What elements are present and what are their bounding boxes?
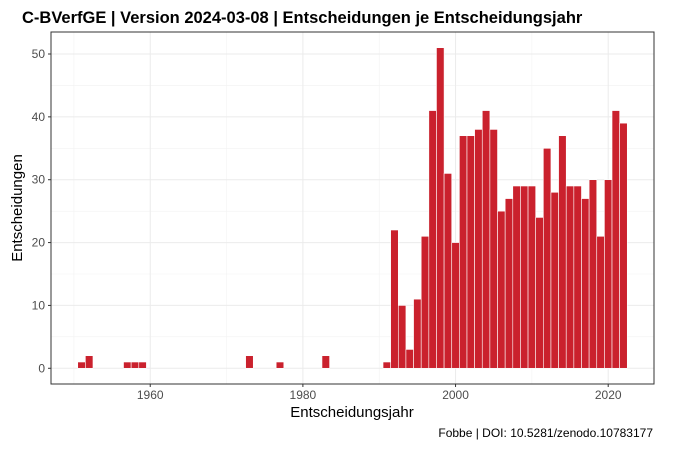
x-tick-label: 1960: [137, 388, 164, 402]
bar: [466, 135, 475, 369]
y-tick-label: 10: [32, 298, 46, 312]
plot-panel: [50, 31, 655, 385]
bar: [436, 47, 445, 369]
y-tick-label: 50: [32, 47, 46, 61]
bar: [481, 110, 491, 369]
bar: [604, 179, 613, 369]
x-tick-label: 2000: [442, 388, 469, 402]
bar: [428, 110, 437, 369]
y-axis-title: Entscheidungen: [9, 154, 26, 262]
bar: [405, 349, 414, 369]
bar: [77, 361, 86, 369]
bar: [596, 235, 605, 369]
bar: [535, 217, 544, 369]
bar: [474, 129, 483, 369]
bar: [459, 135, 468, 369]
bar: [588, 179, 598, 369]
bar: [504, 198, 514, 369]
bar: [85, 355, 94, 369]
bar: [130, 361, 140, 369]
bar: [443, 173, 453, 369]
bar: [138, 361, 147, 369]
bar: [382, 361, 391, 369]
y-tick-label: 30: [32, 173, 46, 187]
y-tick-label: 40: [32, 110, 46, 124]
bar: [543, 147, 552, 369]
grid: [51, 32, 654, 384]
bar: [489, 129, 498, 369]
chart-title: C-BVerfGE | Version 2024-03-08 | Entsche…: [22, 9, 583, 27]
bar: [512, 185, 521, 369]
bar: [397, 305, 407, 369]
bar: [321, 355, 330, 369]
chart-caption: Fobbe | DOI: 10.5281/zenodo.10783177: [438, 426, 653, 440]
bar: [420, 235, 430, 369]
x-axis-title: Entscheidungsjahr: [290, 404, 413, 421]
bar: [573, 185, 582, 369]
y-tick-label: 0: [38, 361, 45, 375]
bar: [581, 198, 590, 369]
bar: [390, 229, 399, 369]
bar: [275, 361, 285, 369]
y-tick-label: 20: [32, 236, 46, 250]
bar: [527, 185, 536, 369]
x-tick-label: 2020: [595, 388, 622, 402]
bar: [611, 110, 620, 369]
bar: [245, 355, 254, 369]
bar: [565, 185, 575, 369]
bar: [558, 135, 567, 369]
bars: [77, 47, 628, 369]
bar: [520, 185, 529, 369]
bar: [619, 122, 628, 369]
bar: [413, 298, 422, 369]
bar: [550, 191, 559, 369]
bar: [451, 242, 460, 369]
axis-ticks: 0 10 20 30 40 50 1960 1980 2000 2020: [32, 47, 622, 402]
x-tick-label: 1980: [290, 388, 317, 402]
bar: [123, 361, 132, 369]
bar: [497, 210, 506, 369]
